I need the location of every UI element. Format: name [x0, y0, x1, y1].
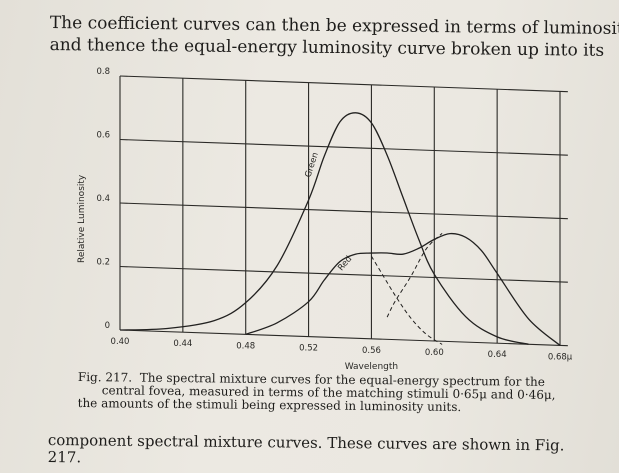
- x-tick-label: 0.56: [362, 346, 381, 356]
- x-tick-label: 0.60: [425, 348, 444, 358]
- y-tick-label: 0.4: [96, 194, 110, 204]
- series-line-dashed: [371, 255, 443, 345]
- series-label-red: Red: [336, 254, 354, 273]
- x-tick-label: 0.68μ: [548, 352, 573, 362]
- x-tick-label: 0.64: [488, 350, 507, 360]
- bottom-paragraph: component spectral mixture curves. These…: [48, 431, 608, 472]
- series-line-red: [245, 232, 561, 346]
- grid-line-horizontal: [119, 75, 568, 93]
- grid-line-horizontal: [119, 138, 568, 156]
- x-tick-label: 0.40: [111, 337, 130, 347]
- grid-line-horizontal: [119, 202, 568, 220]
- y-tick-label: 0: [105, 321, 110, 331]
- x-axis-label: Wavelength: [345, 362, 398, 372]
- series-line-green: [119, 112, 529, 345]
- y-tick-label: 0.8: [96, 67, 110, 77]
- grid-line-horizontal: [119, 265, 568, 283]
- x-tick-label: 0.52: [299, 344, 318, 354]
- y-tick-label: 0.2: [96, 258, 110, 268]
- x-tick-label: 0.48: [236, 341, 255, 351]
- y-axis-label: Relative Luminosity: [77, 174, 87, 263]
- x-tick-label: 0.44: [173, 339, 192, 349]
- grid-line-horizontal: [119, 329, 568, 347]
- y-tick-label: 0.6: [96, 131, 110, 141]
- series-line-dashed: [386, 232, 443, 318]
- figure-caption: Fig. 217. The spectral mixture curves fo…: [78, 370, 598, 415]
